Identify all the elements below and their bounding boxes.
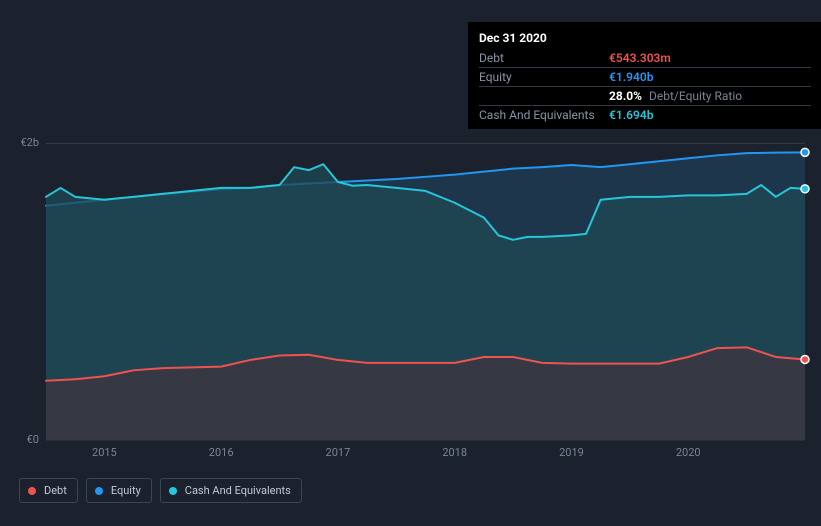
tooltip-date: Dec 31 2020: [479, 29, 811, 49]
x-tick-label: 2019: [559, 446, 584, 459]
legend-item-cash[interactable]: Cash And Equivalents: [160, 478, 302, 503]
tooltip-table: Debt €543.303m Equity €1.940b 28.0% Debt…: [479, 49, 811, 124]
chart-legend: Debt Equity Cash And Equivalents: [19, 478, 302, 503]
x-tick-label: 2018: [442, 446, 467, 459]
tooltip-cash-label: Cash And Equivalents: [479, 106, 609, 125]
tooltip-debt-label: Debt: [479, 49, 609, 68]
tooltip-ratio-spacer: [479, 87, 609, 106]
y-tick-label: €0: [9, 433, 39, 446]
legend-dot-cash: [169, 487, 177, 495]
x-tick-label: 2015: [92, 446, 117, 459]
legend-item-debt[interactable]: Debt: [19, 478, 78, 503]
legend-item-equity[interactable]: Equity: [86, 478, 152, 503]
legend-dot-debt: [28, 487, 36, 495]
legend-label-equity: Equity: [111, 484, 141, 497]
x-tick-label: 2020: [676, 446, 701, 459]
chart-container: { "tooltip": { "date": "Dec 31 2020", "r…: [0, 0, 821, 526]
legend-dot-equity: [95, 487, 103, 495]
tooltip-cash-value: €1.694b: [609, 106, 811, 125]
chart-tooltip: Dec 31 2020 Debt €543.303m Equity €1.940…: [468, 22, 821, 129]
y-tick-label: €2b: [9, 136, 39, 149]
legend-label-debt: Debt: [44, 484, 67, 497]
tooltip-equity-value: €1.940b: [609, 68, 811, 87]
tooltip-ratio-value: 28.0%: [609, 89, 642, 103]
tooltip-ratio-label: Debt/Equity Ratio: [649, 89, 742, 103]
tooltip-debt-value: €543.303m: [609, 49, 811, 68]
tooltip-equity-label: Equity: [479, 68, 609, 87]
legend-label-cash: Cash And Equivalents: [185, 484, 291, 497]
x-tick-label: 2017: [326, 446, 351, 459]
tooltip-ratio-cell: 28.0% Debt/Equity Ratio: [609, 87, 811, 106]
x-tick-label: 2016: [209, 446, 234, 459]
